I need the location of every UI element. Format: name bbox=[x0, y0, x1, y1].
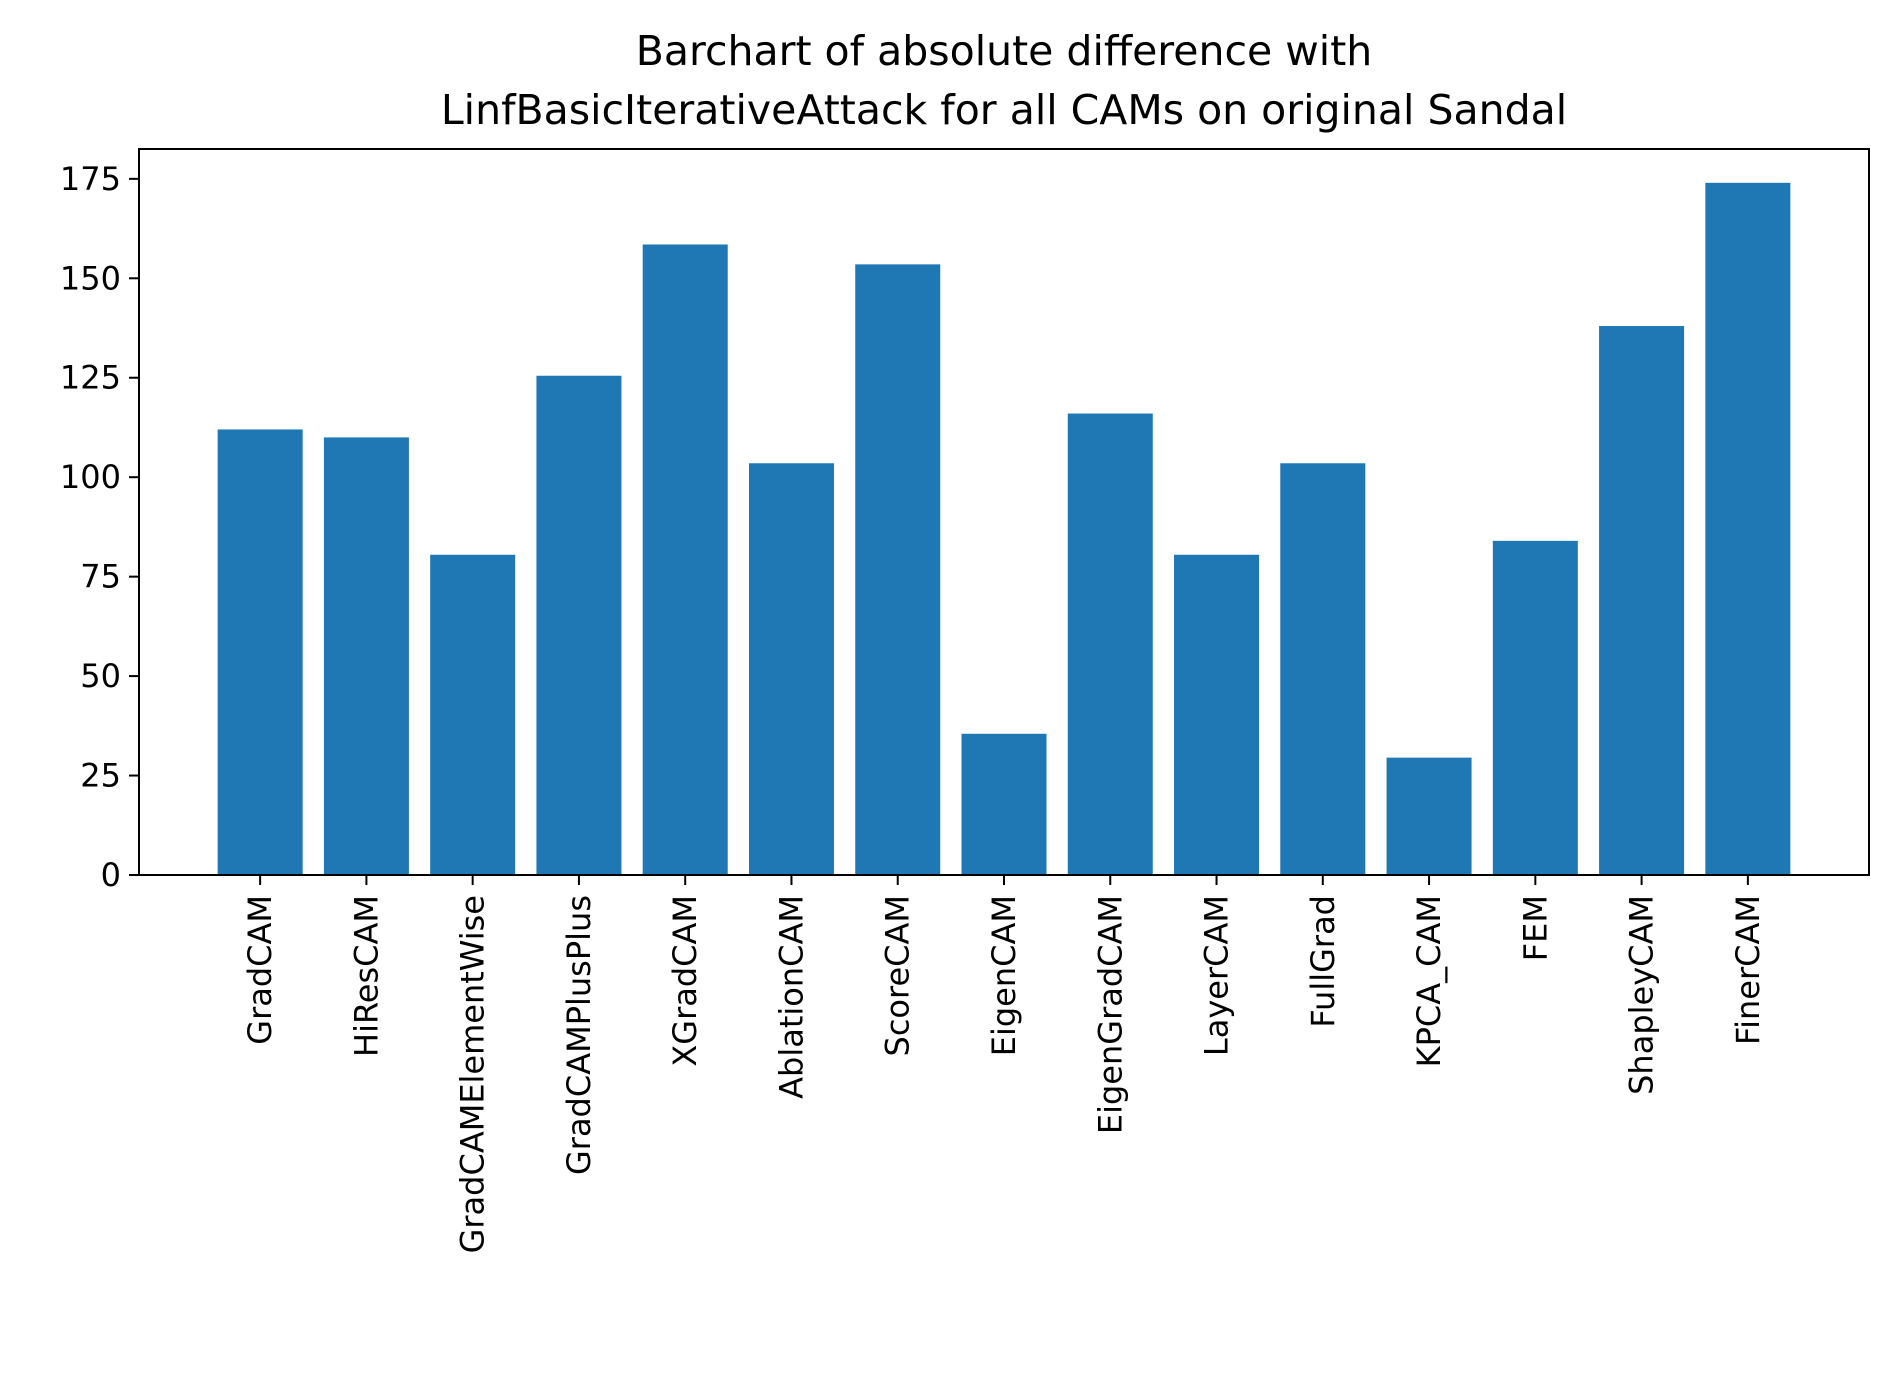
bar-fullgrad bbox=[1280, 463, 1366, 875]
x-tick-label-eigengradcam: EigenGradCAM bbox=[1091, 895, 1129, 1134]
x-tick-label-layercam: LayerCAM bbox=[1198, 895, 1236, 1056]
bar-xgradcam bbox=[642, 244, 728, 875]
y-tick-label: 175 bbox=[60, 160, 121, 198]
bar-ablationcam bbox=[748, 463, 834, 875]
bar-shapleycam bbox=[1599, 326, 1685, 875]
x-tick-label-xgradcam: XGradCAM bbox=[666, 895, 704, 1067]
x-tick-label-hirescam: HiResCAM bbox=[347, 895, 385, 1057]
bar-finercam bbox=[1705, 182, 1791, 875]
bars bbox=[217, 182, 1791, 875]
y-tick-label: 50 bbox=[80, 657, 121, 695]
bar-gradcamelementwise bbox=[430, 554, 516, 875]
y-tick-label: 100 bbox=[60, 458, 121, 496]
y-tick-label: 25 bbox=[80, 757, 121, 795]
x-tick-label-gradcamplusplus: GradCAMPlusPlus bbox=[560, 895, 598, 1175]
x-tick-label-finercam: FinerCAM bbox=[1729, 895, 1767, 1045]
bar-kpca-cam bbox=[1386, 757, 1472, 875]
bar-scorecam bbox=[855, 264, 941, 875]
y-tick-label: 150 bbox=[60, 259, 121, 297]
x-tick-label-shapleycam: ShapleyCAM bbox=[1623, 895, 1661, 1095]
x-tick-label-ablationcam: AblationCAM bbox=[772, 895, 810, 1099]
chart-title-line-2: LinfBasicIterativeAttack for all CAMs on… bbox=[441, 86, 1567, 134]
y-axis: 0 25 50 75 100 125 150 175 bbox=[60, 160, 139, 894]
x-tick-label-gradcam: GradCAM bbox=[241, 895, 279, 1045]
x-axis: GradCAM HiResCAM GradCAMElementWise GradCAM… bbox=[241, 875, 1767, 1253]
x-tick-label-fullgrad: FullGrad bbox=[1304, 895, 1342, 1028]
plot-frame bbox=[138, 148, 1870, 876]
y-tick-label: 125 bbox=[60, 359, 121, 397]
x-tick-label-fem: FEM bbox=[1516, 895, 1554, 961]
y-tick-label: 75 bbox=[80, 558, 121, 596]
bar-eigengradcam bbox=[1067, 413, 1153, 875]
x-tick-label-kpca-cam: KPCA_CAM bbox=[1410, 895, 1448, 1067]
y-tick-label: 0 bbox=[101, 856, 121, 894]
bar-eigencam bbox=[961, 733, 1047, 875]
bar-layercam bbox=[1174, 554, 1260, 875]
x-tick-label-eigencam: EigenCAM bbox=[985, 895, 1023, 1056]
x-tick-label-gradcamelementwise: GradCAMElementWise bbox=[454, 895, 492, 1253]
bar-fem bbox=[1492, 540, 1578, 875]
bar-gradcam bbox=[217, 429, 303, 875]
chart-title-line-1: Barchart of absolute difference with bbox=[636, 27, 1373, 75]
bar-gradcamplusplus bbox=[536, 375, 622, 875]
x-tick-label-scorecam: ScoreCAM bbox=[879, 895, 917, 1056]
bar-hirescam bbox=[323, 437, 409, 875]
